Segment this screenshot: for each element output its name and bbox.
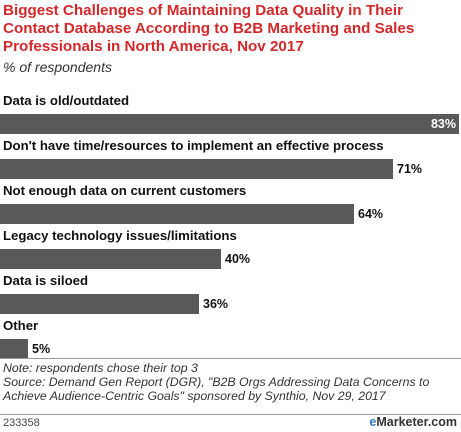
brand-prefix: e [369, 415, 377, 429]
value-label: 71% [397, 162, 423, 176]
category-label: Data is old/outdated [3, 93, 130, 108]
divider-line [0, 414, 461, 415]
chart-subtitle: % of respondents [3, 59, 112, 75]
bar [0, 294, 199, 314]
bar [0, 114, 459, 134]
category-label: Don't have time/resources to implement a… [3, 138, 384, 153]
value-label: 83% [430, 117, 456, 131]
chart-title: Biggest Challenges of Maintaining Data Q… [3, 2, 415, 55]
value-label: 36% [203, 297, 229, 311]
bar [0, 204, 354, 224]
source-text: Source: Demand Gen Report (DGR), "B2B Or… [3, 375, 430, 403]
note-text: Note: respondents chose their top 3 [3, 361, 198, 375]
chart-id: 233358 [3, 417, 40, 429]
category-label: Other [3, 318, 39, 333]
category-label: Not enough data on current customers [3, 183, 247, 198]
category-label: Legacy technology issues/limitations [3, 228, 237, 243]
bar [0, 159, 393, 179]
bar [0, 339, 28, 359]
brand-suffix: .com [427, 415, 457, 429]
brand-name: Marketer [376, 415, 428, 429]
divider-line [0, 358, 461, 359]
category-label: Data is siloed [3, 273, 89, 288]
value-label: 64% [358, 207, 384, 221]
value-label: 40% [225, 252, 251, 266]
bar [0, 249, 221, 269]
brand-logo: eMarketer.com [369, 415, 457, 429]
value-label: 5% [32, 342, 51, 356]
